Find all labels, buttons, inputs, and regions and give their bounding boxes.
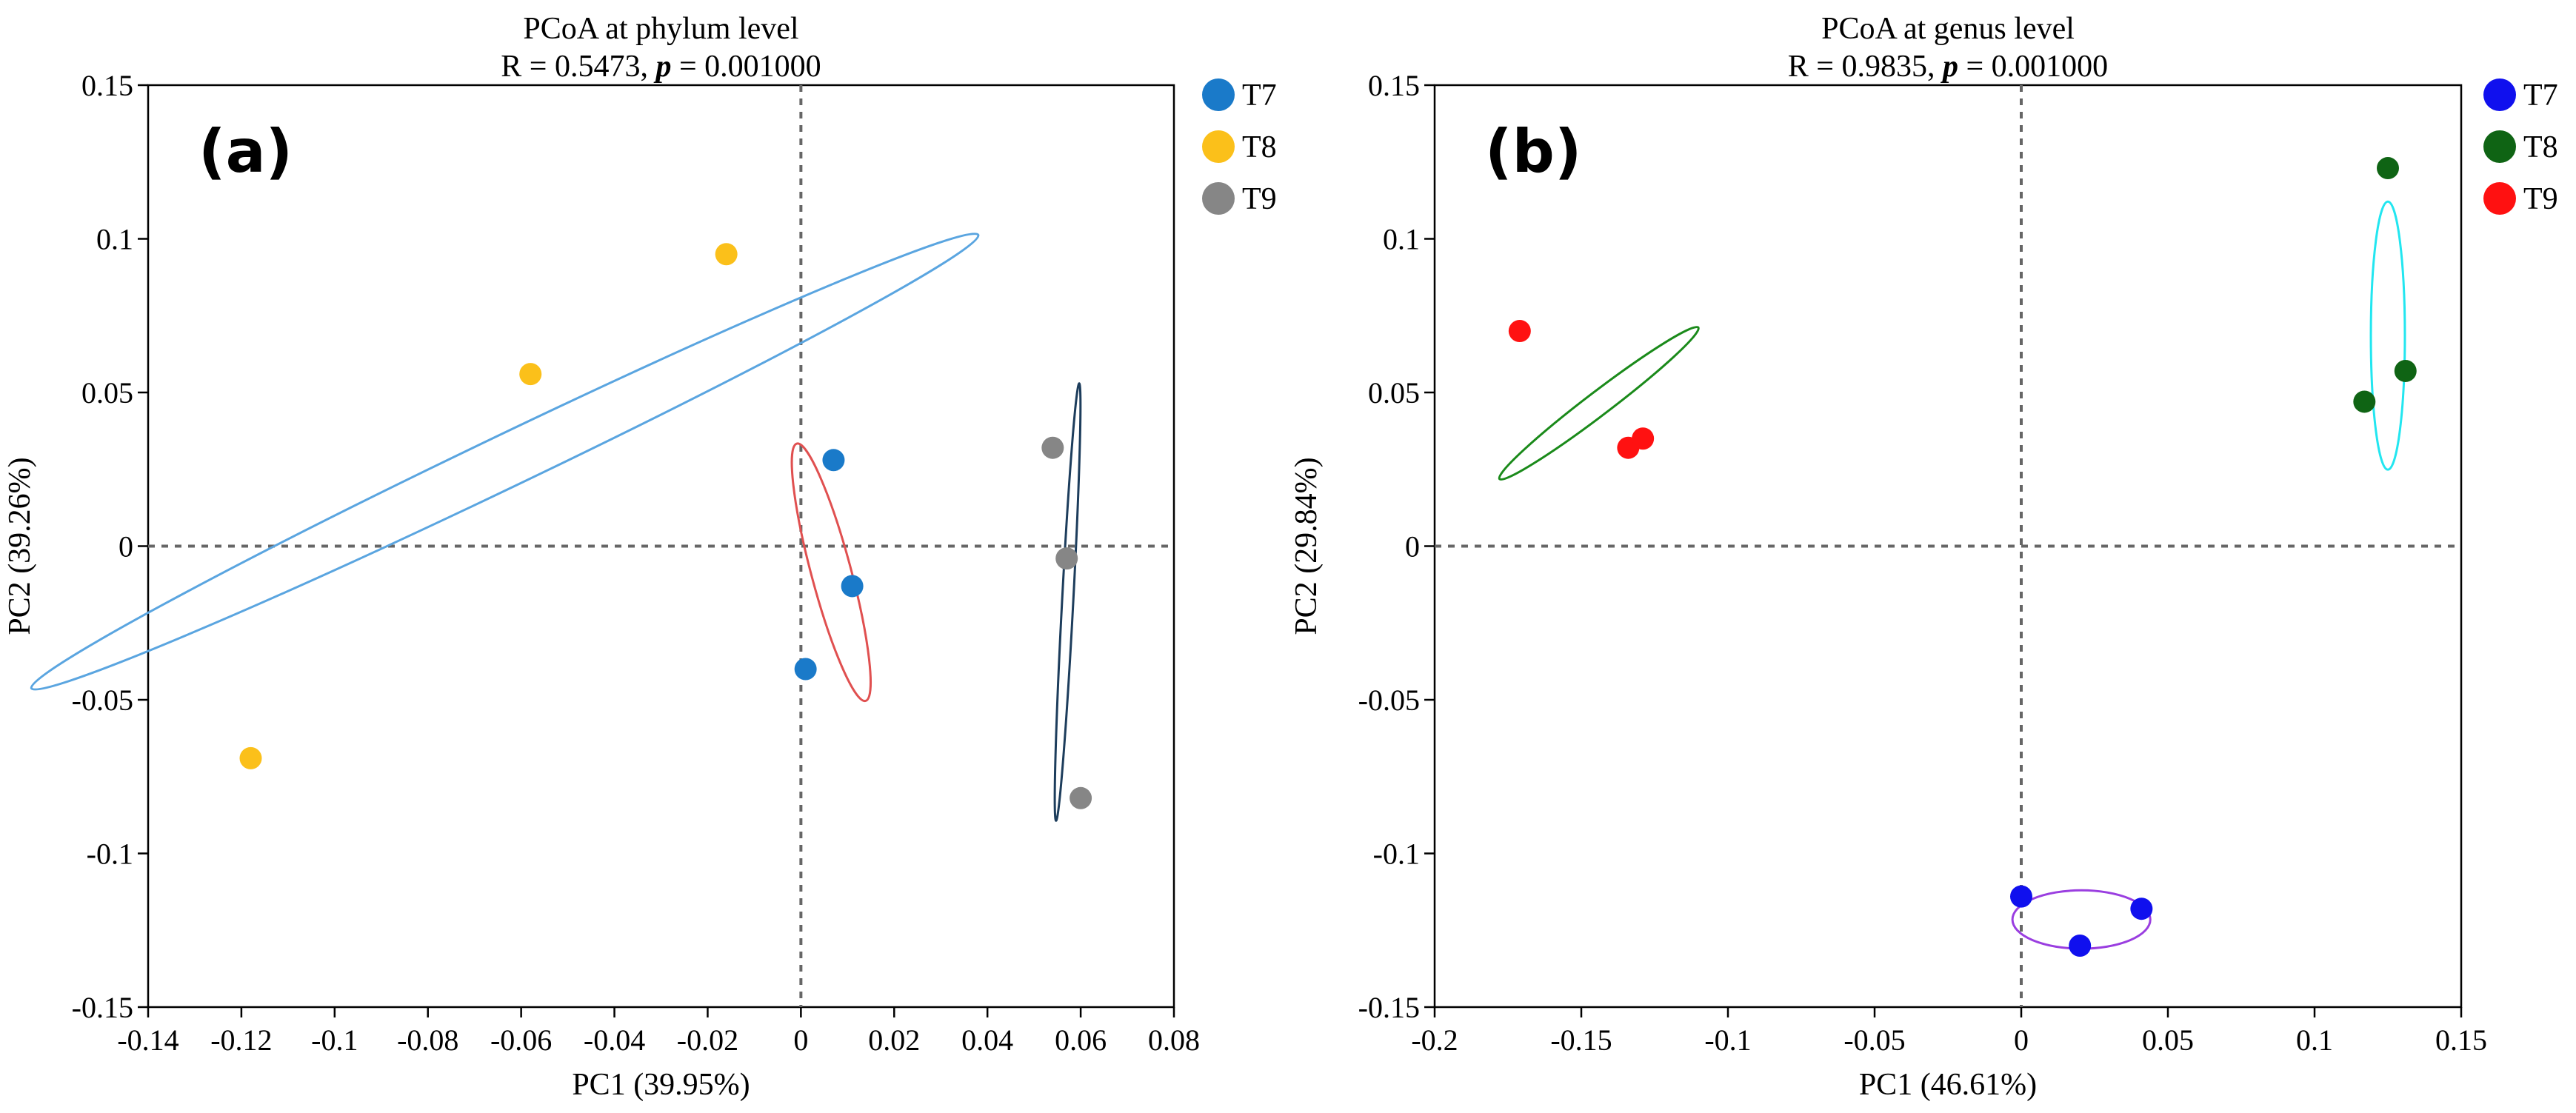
- x-tick-label: 0.06: [1055, 1023, 1107, 1057]
- legend-marker-t8: [2483, 130, 2516, 163]
- confidence-ellipse-t8: [30, 233, 980, 691]
- data-point-t9: [1041, 436, 1064, 459]
- x-tick-label: 0.08: [1148, 1023, 1200, 1057]
- x-tick-label: -0.2: [1411, 1023, 1458, 1057]
- x-tick-label: -0.06: [490, 1023, 552, 1057]
- chart-panel-a: -0.14 -0.12 -0.1 -0.08 -0.06 -0.04 -0.02 0 0.02 0…: [3, 12, 1277, 1102]
- x-tick-label: -0.1: [311, 1023, 358, 1057]
- y-tick-label: -0.05: [72, 683, 133, 717]
- subtitle-r-value: R = 0.9835,: [1788, 50, 1943, 84]
- x-tick-label: 0.04: [961, 1023, 1013, 1057]
- data-point-t8: [239, 746, 262, 769]
- subtitle-p-symbol: p: [654, 50, 672, 84]
- y-tick-label: 0: [1405, 530, 1420, 564]
- x-axis-label: PC1 (39.95%): [572, 1068, 750, 1102]
- data-point-t8: [2394, 359, 2417, 382]
- legend-marker-t9: [2483, 182, 2516, 215]
- y-axis-label: PC2 (39.26%): [3, 457, 37, 635]
- y-axis-label: PC2 (29.84%): [1289, 457, 1324, 635]
- legend-label-t8: T8: [1242, 130, 1277, 164]
- subtitle-p-value: = 0.001000: [672, 50, 821, 84]
- data-point-t9: [1508, 320, 1531, 342]
- data-point-t8: [519, 363, 542, 386]
- y-tick-label: -0.15: [1358, 991, 1420, 1024]
- confidence-ellipse-t7: [790, 442, 872, 703]
- x-tick-label: -0.08: [397, 1023, 458, 1057]
- legend-label-t9: T9: [2523, 182, 2558, 216]
- data-point-t7: [794, 658, 817, 681]
- data-point-t9: [1055, 547, 1078, 570]
- chart-subtitle: R = 0.5473, p = 0.001000: [501, 50, 821, 84]
- y-tick-label: 0.1: [96, 223, 133, 256]
- subtitle-r-value: R = 0.5473,: [501, 50, 655, 84]
- panel-label: (b): [1485, 117, 1581, 186]
- x-tick-label: -0.12: [210, 1023, 272, 1057]
- x-tick-label: -0.1: [1704, 1023, 1751, 1057]
- subtitle-p-value: = 0.001000: [1958, 50, 2108, 84]
- data-point-t9: [1632, 427, 1655, 450]
- data-point-t8: [715, 243, 738, 266]
- x-tick-label: 0.15: [2435, 1023, 2487, 1057]
- legend-label-t7: T7: [1242, 78, 1277, 113]
- x-tick-label: 0.02: [868, 1023, 920, 1057]
- x-tick-label: -0.14: [117, 1023, 178, 1057]
- y-tick-label: 0.15: [1368, 69, 1420, 102]
- x-tick-label: -0.04: [584, 1023, 645, 1057]
- data-point-t8: [2353, 390, 2376, 413]
- data-point-t7: [841, 575, 864, 598]
- legend-label-t9: T9: [1242, 182, 1277, 216]
- legend-marker-t9: [1202, 182, 1235, 215]
- data-point-t7: [2130, 898, 2153, 920]
- chart-panel-b: -0.2 -0.15 -0.1 -0.05 0 0.05 0.1 0.15-0.15-0.1-…: [1289, 12, 2558, 1102]
- x-tick-label: 0: [793, 1023, 808, 1057]
- y-tick-label: 0: [119, 530, 133, 564]
- x-tick-label: -0.15: [1550, 1023, 1612, 1057]
- confidence-ellipse-t9: [1053, 382, 1082, 822]
- legend-marker-t7: [2483, 78, 2516, 111]
- x-tick-label: 0: [2014, 1023, 2029, 1057]
- chart-title: PCoA at phylum level: [523, 12, 798, 46]
- legend-label-t8: T8: [2523, 130, 2558, 164]
- legend-marker-t8: [1202, 130, 1235, 163]
- x-tick-label: -0.05: [1843, 1023, 1905, 1057]
- legend-marker-t7: [1202, 78, 1235, 111]
- y-tick-label: 0.05: [81, 376, 133, 410]
- subtitle-p-symbol: p: [1941, 50, 1958, 84]
- data-point-t9: [1070, 786, 1092, 809]
- y-tick-label: 0.1: [1383, 223, 1420, 256]
- data-point-t7: [2069, 935, 2092, 957]
- x-axis-label: PC1 (46.61%): [1859, 1068, 2037, 1102]
- panel-label: (a): [198, 117, 293, 186]
- confidence-ellipse-t9: [1498, 326, 1700, 481]
- data-point-t7: [822, 449, 845, 472]
- chart-title: PCoA at genus level: [1821, 12, 2075, 46]
- y-tick-label: -0.15: [72, 991, 133, 1024]
- chart-subtitle: R = 0.9835, p = 0.001000: [1788, 50, 2108, 84]
- y-tick-label: 0.15: [81, 69, 133, 102]
- data-point-t7: [2010, 885, 2032, 908]
- y-tick-label: -0.1: [1373, 838, 1420, 871]
- confidence-ellipse-t8: [2369, 200, 2406, 471]
- x-tick-label: 0.05: [2142, 1023, 2194, 1057]
- legend-label-t7: T7: [2523, 78, 2558, 113]
- x-tick-label: 0.1: [2296, 1023, 2333, 1057]
- x-tick-label: -0.02: [677, 1023, 738, 1057]
- y-tick-label: 0.05: [1368, 376, 1420, 410]
- y-tick-label: -0.1: [87, 838, 133, 871]
- y-tick-label: -0.05: [1358, 683, 1420, 717]
- data-point-t8: [2377, 157, 2399, 180]
